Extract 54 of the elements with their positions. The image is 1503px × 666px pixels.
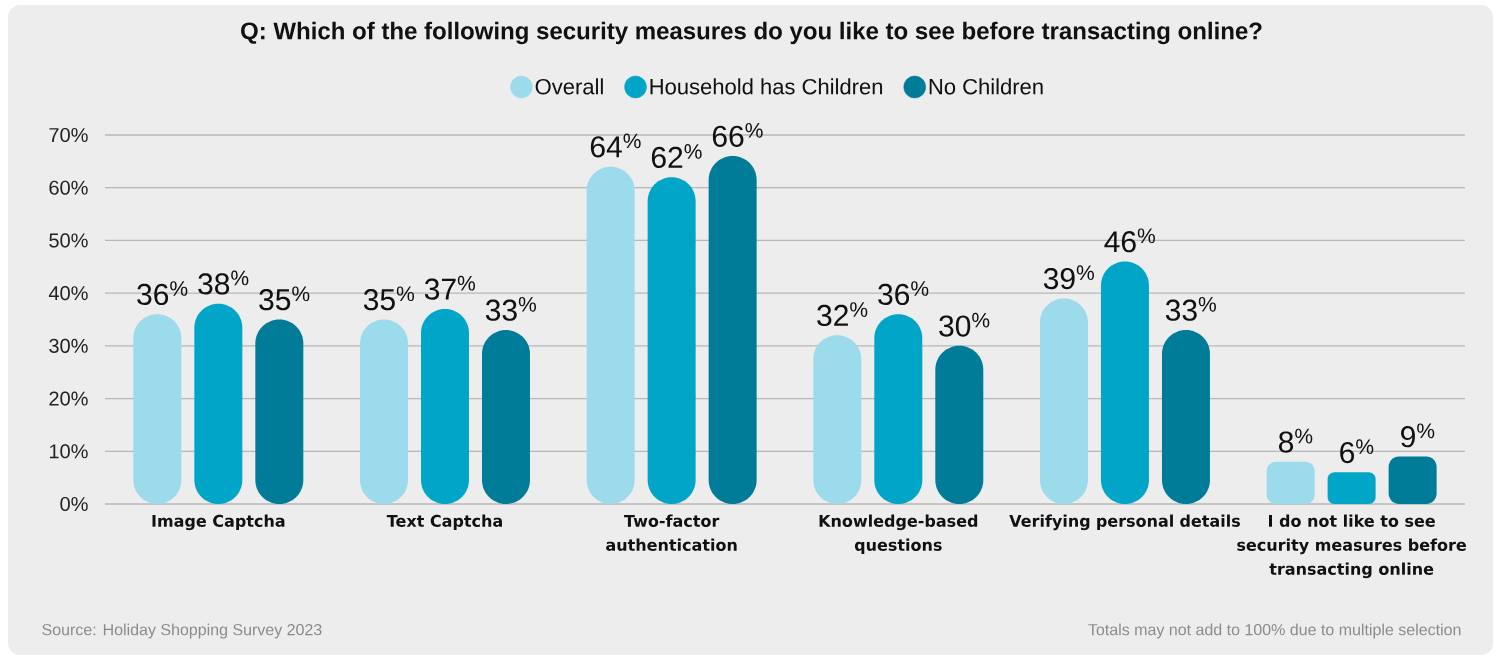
bar	[420, 308, 469, 504]
data-label: 36$^{%}$	[878, 281, 929, 306]
bar	[708, 156, 757, 504]
bar	[133, 314, 182, 504]
x-tick-label: Text Captcha	[386, 514, 502, 531]
data-label: 35$^{%}$	[259, 286, 310, 311]
x-tick-label: Knowledge-based questions	[819, 514, 978, 555]
bar	[1039, 298, 1088, 504]
data-label: 9$^{%}$	[1401, 423, 1435, 448]
source-note: Source: Holiday Shopping Survey 2023	[42, 623, 322, 639]
data-label: 66$^{%}$	[712, 123, 763, 147]
legend-label: Household has Children	[650, 78, 883, 95]
data-label: 32$^{%}$	[817, 302, 868, 327]
data-label: 30$^{%}$	[939, 312, 990, 337]
x-tick-label: Two-factor authentication	[606, 514, 737, 551]
data-label: 33$^{%}$	[1165, 296, 1216, 321]
data-label: 33$^{%}$	[485, 296, 537, 321]
bar	[1388, 456, 1437, 504]
bar	[874, 314, 923, 504]
legend-label: No Children	[929, 78, 1043, 95]
data-label: 38$^{%}$	[198, 270, 249, 295]
bar	[255, 319, 304, 504]
bar	[359, 319, 408, 504]
data-label: 37$^{%}$	[424, 275, 476, 300]
data-label: 64$^{%}$	[590, 133, 641, 158]
text: Totals may not add to 100% due to multiple selection	[1088, 623, 1461, 639]
bar	[481, 330, 530, 504]
y-tick-label: 40%	[48, 286, 88, 301]
data-label: 36$^{%}$	[137, 281, 188, 306]
chart-title: Q: Which of the following security measures do you like to see before transacting online?	[241, 21, 1262, 45]
data-label: 39$^{%}$	[1043, 265, 1094, 290]
data-label: 46$^{%}$	[1104, 228, 1155, 253]
y-tick-label: 20%	[49, 391, 88, 406]
bar	[586, 166, 635, 504]
data-label: 62$^{%}$	[651, 144, 702, 168]
y-tick-label: 60%	[49, 180, 88, 195]
y-tick-label: 30%	[49, 338, 88, 353]
data-label: 35$^{%}$	[363, 286, 415, 311]
bar	[813, 335, 862, 504]
bar	[935, 345, 984, 504]
y-tick-label: 0%	[60, 496, 88, 512]
x-tick-label: Image Captcha	[152, 514, 285, 531]
bar	[647, 177, 696, 504]
data-label: 6$^{%}$	[1340, 439, 1374, 464]
y-tick-label: 50%	[49, 233, 88, 248]
bar	[1266, 461, 1315, 504]
y-tick-label: 70%	[49, 127, 88, 143]
bar	[194, 303, 243, 504]
legend-label: Overall	[535, 78, 603, 95]
y-tick-label: 10%	[49, 444, 88, 459]
bar	[1161, 330, 1210, 504]
bar	[1327, 472, 1376, 504]
data-label: 8$^{%}$	[1278, 428, 1313, 453]
bar	[1100, 261, 1149, 504]
